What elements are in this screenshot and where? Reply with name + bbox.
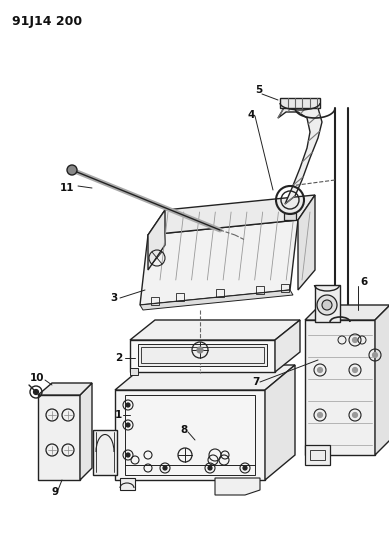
- Text: 8: 8: [180, 425, 187, 435]
- Polygon shape: [215, 478, 260, 495]
- Circle shape: [208, 466, 212, 470]
- Polygon shape: [148, 195, 315, 235]
- Circle shape: [322, 300, 332, 310]
- Polygon shape: [148, 210, 165, 270]
- Circle shape: [352, 337, 357, 343]
- Circle shape: [67, 165, 77, 175]
- Polygon shape: [120, 478, 135, 490]
- Text: 9: 9: [52, 487, 59, 497]
- Circle shape: [126, 453, 130, 457]
- Text: 11: 11: [60, 183, 75, 193]
- Polygon shape: [93, 430, 117, 475]
- Polygon shape: [375, 305, 389, 455]
- Text: 7: 7: [252, 377, 259, 387]
- Text: 1: 1: [115, 410, 122, 420]
- Polygon shape: [130, 340, 275, 372]
- Polygon shape: [140, 220, 298, 305]
- Text: 2: 2: [115, 353, 122, 363]
- Text: 10: 10: [30, 373, 44, 383]
- Circle shape: [243, 466, 247, 470]
- Polygon shape: [130, 320, 300, 340]
- Polygon shape: [278, 100, 322, 204]
- Circle shape: [352, 367, 357, 373]
- Polygon shape: [80, 383, 92, 480]
- Polygon shape: [298, 195, 315, 290]
- Circle shape: [317, 295, 337, 315]
- Circle shape: [197, 347, 203, 353]
- Circle shape: [126, 403, 130, 407]
- Polygon shape: [38, 395, 80, 480]
- Polygon shape: [265, 365, 295, 480]
- Polygon shape: [115, 365, 295, 390]
- Text: 6: 6: [360, 277, 367, 287]
- Polygon shape: [140, 290, 293, 310]
- Polygon shape: [280, 98, 320, 108]
- Circle shape: [163, 466, 167, 470]
- Circle shape: [126, 423, 130, 427]
- Text: 91J14 200: 91J14 200: [12, 15, 82, 28]
- Polygon shape: [115, 390, 265, 480]
- Polygon shape: [275, 320, 300, 372]
- Circle shape: [33, 390, 39, 394]
- Circle shape: [352, 413, 357, 417]
- Circle shape: [317, 367, 322, 373]
- Polygon shape: [138, 344, 267, 366]
- Text: 3: 3: [110, 293, 117, 303]
- Text: 4: 4: [248, 110, 255, 120]
- Polygon shape: [305, 305, 389, 320]
- Polygon shape: [305, 445, 330, 465]
- Polygon shape: [130, 368, 138, 375]
- Polygon shape: [284, 213, 296, 220]
- Circle shape: [373, 352, 377, 358]
- Polygon shape: [38, 383, 92, 395]
- Polygon shape: [305, 320, 375, 455]
- Text: 5: 5: [255, 85, 262, 95]
- Polygon shape: [315, 285, 340, 322]
- Circle shape: [317, 413, 322, 417]
